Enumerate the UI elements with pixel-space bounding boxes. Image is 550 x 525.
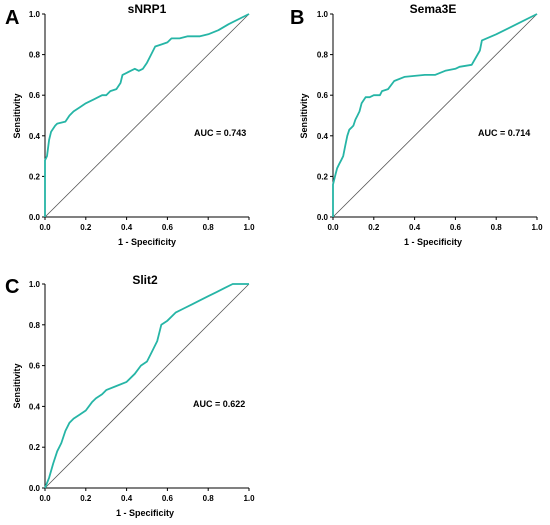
x-tick-label: 0.0 <box>39 223 51 232</box>
x-tick-label: 0.2 <box>80 494 92 503</box>
x-axis-label: 1 - Specificity <box>116 508 174 518</box>
x-tick-label: 1.0 <box>243 494 255 503</box>
x-axis-label: 1 - Specificity <box>404 237 462 247</box>
y-tick-label: 0.8 <box>29 321 41 330</box>
y-tick-label: 1.0 <box>29 10 41 19</box>
roc-curve <box>44 13 250 217</box>
x-tick-label: 0.0 <box>327 223 339 232</box>
reference-diagonal-line <box>332 13 538 218</box>
x-tick-label: 0.4 <box>121 494 133 503</box>
panel-letter: C <box>5 276 19 298</box>
auc-annotation: AUC = 0.743 <box>194 128 246 138</box>
x-tick-label: 0.4 <box>121 223 133 232</box>
x-tick-label: 0.8 <box>491 223 503 232</box>
chart-title: sNRP1 <box>128 2 167 16</box>
roc-curve <box>44 283 249 489</box>
x-tick-label: 0.8 <box>203 494 215 503</box>
y-tick-label: 0.6 <box>29 362 41 371</box>
panel-letter: A <box>5 7 19 29</box>
y-axis-label: Sensitivity <box>299 93 309 138</box>
x-tick-label: 1.0 <box>531 223 543 232</box>
panel-letter: B <box>290 7 304 29</box>
y-tick-label: 0.8 <box>317 51 329 60</box>
y-tick-label: 0.4 <box>29 132 41 141</box>
y-tick-label: 0.6 <box>29 91 41 100</box>
y-tick-label: 0.8 <box>29 51 41 60</box>
y-tick-label: 0.0 <box>29 213 41 222</box>
x-tick-label: 0.6 <box>162 494 174 503</box>
auc-annotation: AUC = 0.714 <box>478 128 530 138</box>
reference-diagonal-line <box>44 13 250 218</box>
x-tick-label: 0.6 <box>450 223 462 232</box>
y-tick-label: 0.2 <box>29 172 41 181</box>
x-tick-label: 1.0 <box>243 223 255 232</box>
y-tick-label: 1.0 <box>29 280 41 289</box>
y-tick-label: 1.0 <box>317 10 329 19</box>
x-axis-label: 1 - Specificity <box>118 237 176 247</box>
y-tick-label: 0.2 <box>317 172 329 181</box>
y-tick-label: 0.0 <box>29 484 41 493</box>
x-tick-label: 0.2 <box>80 223 92 232</box>
y-tick-label: 0.2 <box>29 443 41 452</box>
y-axis-label: Sensitivity <box>12 363 22 408</box>
reference-diagonal-line <box>44 283 250 489</box>
x-tick-label: 0.8 <box>203 223 215 232</box>
auc-annotation: AUC = 0.622 <box>193 399 245 409</box>
y-axis-label: Sensitivity <box>12 93 22 138</box>
chart-title: Sema3E <box>410 2 457 16</box>
chart-title: Slit2 <box>132 273 158 287</box>
y-tick-label: 0.6 <box>317 91 329 100</box>
roc-curve <box>332 13 538 217</box>
y-tick-label: 0.0 <box>317 213 329 222</box>
x-tick-label: 0.2 <box>368 223 380 232</box>
x-tick-label: 0.0 <box>39 494 51 503</box>
chart-panel-c: C Slit2 0.0 0.2 0.4 0.6 0.8 1.0 0.0 0.2 0.4 0.6 0.8 1… <box>5 273 255 518</box>
x-tick-label: 0.6 <box>162 223 174 232</box>
chart-panel-b: B Sema3E 0.0 0.2 0.4 0.6 0.8 1.0 0.0 0.2 0.4 0.6 0.8… <box>290 2 543 247</box>
y-tick-label: 0.4 <box>317 132 329 141</box>
x-tick-label: 0.4 <box>409 223 421 232</box>
y-tick-label: 0.4 <box>29 402 41 411</box>
